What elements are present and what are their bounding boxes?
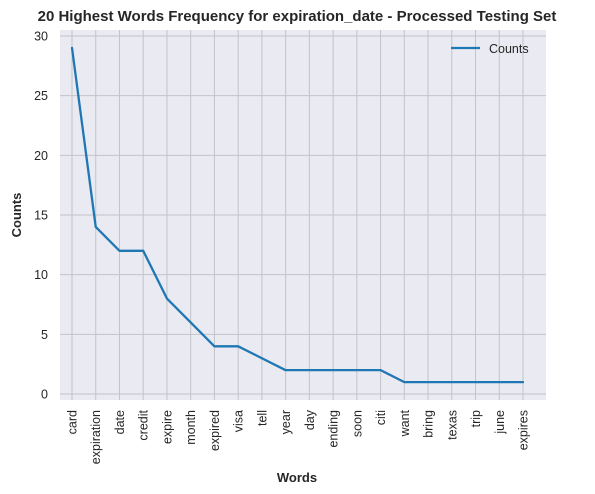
chart-title: 20 Highest Words Frequency for expiratio…: [38, 8, 557, 25]
x-tick-label: tell: [255, 410, 269, 426]
legend-label: Counts: [489, 42, 529, 56]
y-tick-label: 5: [41, 328, 48, 342]
x-axis-ticks: card expiration date credit expire month expir…: [66, 409, 531, 464]
y-axis-ticks: 0 5 10 15 20 25 30: [34, 29, 48, 401]
x-tick-label: month: [184, 410, 198, 445]
x-tick-label: date: [113, 410, 127, 434]
x-tick-label: june: [493, 410, 507, 435]
x-tick-label: credit: [137, 409, 151, 440]
x-tick-label: soon: [350, 410, 364, 437]
x-tick-label: expired: [208, 410, 222, 451]
x-tick-label: want: [398, 409, 412, 437]
y-tick-label: 15: [34, 209, 48, 223]
x-tick-label: bring: [422, 410, 436, 438]
y-tick-label: 20: [34, 149, 48, 163]
grid-lines: [60, 30, 546, 400]
x-tick-label: card: [66, 410, 80, 434]
x-tick-label: ending: [327, 410, 341, 448]
x-tick-label: expiration: [89, 410, 103, 464]
x-tick-label: day: [303, 409, 317, 430]
y-tick-label: 30: [34, 29, 48, 43]
x-tick-label: trip: [469, 410, 483, 427]
x-axis-label: Words: [277, 470, 317, 485]
y-tick-label: 0: [41, 388, 48, 402]
series-group: [70, 46, 525, 384]
x-tick-label: citi: [374, 410, 388, 425]
x-tick-label: visa: [232, 410, 246, 432]
y-tick-label: 25: [34, 89, 48, 103]
x-tick-label: expires: [517, 410, 531, 450]
x-tick-label: year: [279, 410, 293, 434]
x-tick-label: expire: [160, 410, 174, 444]
legend: Counts: [451, 42, 529, 56]
y-axis-label: Counts: [9, 193, 24, 238]
y-tick-label: 10: [34, 268, 48, 282]
x-tick-label: texas: [445, 410, 459, 440]
series-line: [70, 46, 525, 384]
